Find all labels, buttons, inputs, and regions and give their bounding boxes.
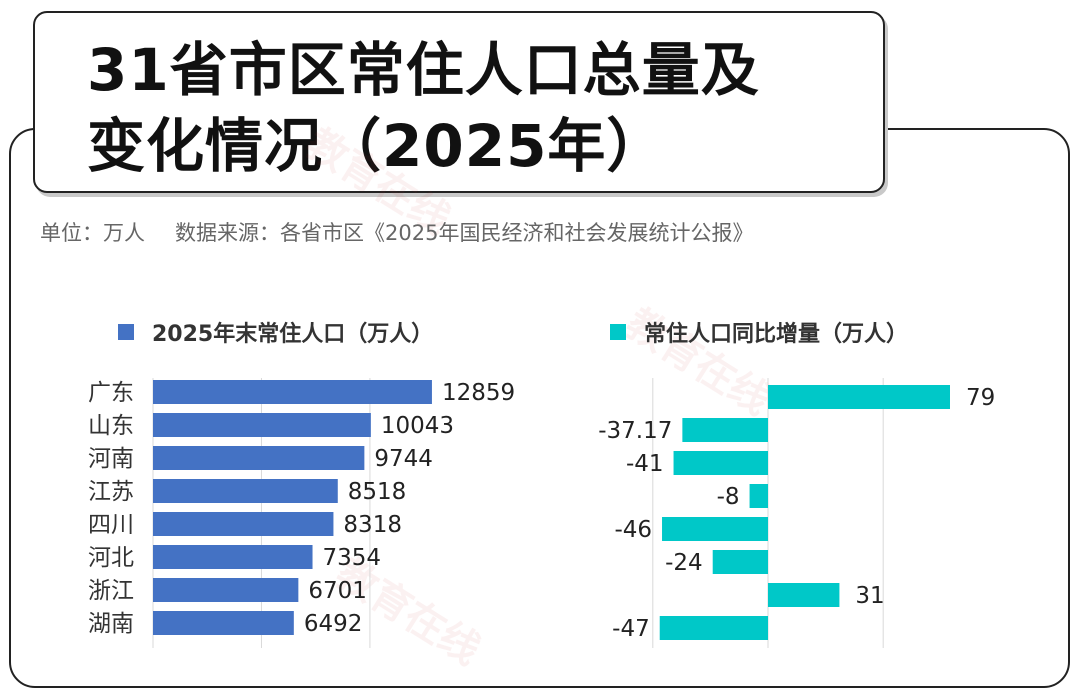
legend-change: 常住人口同比增量（万人）: [610, 316, 908, 348]
bar-charts: 广东 12859 山东 10043 河南 9744 江苏 8518 四川 8318 河北 7354 浙江…: [88, 378, 995, 648]
data-label: 12859: [442, 380, 515, 406]
population-bar: [153, 446, 365, 470]
population-bar: [153, 578, 299, 602]
subtitle: 单位：万人 数据来源：各省市区《2025年国民经济和社会发展统计公报》: [40, 217, 753, 247]
category-label: 湖南: [88, 611, 134, 637]
change-bar: [749, 484, 768, 508]
legend-swatch-change: [610, 324, 626, 340]
source-label: 数据来源：各省市区《2025年国民经济和社会发展统计公报》: [175, 221, 754, 245]
change-bar: [768, 385, 950, 409]
category-label: 江苏: [88, 479, 134, 505]
category-label: 河南: [88, 446, 134, 472]
data-label: 9744: [374, 446, 433, 472]
title-line-1: 31省市区常住人口总量及: [87, 36, 760, 104]
unit-label: 单位：万人: [40, 221, 145, 245]
category-label: 四川: [88, 512, 134, 538]
data-label: 7354: [323, 545, 382, 571]
legend-population: 2025年末常住人口（万人）: [118, 316, 433, 348]
data-label: -47: [612, 616, 650, 642]
data-label: 31: [855, 583, 884, 609]
data-label: -41: [626, 451, 664, 477]
data-label: -8: [717, 484, 740, 510]
change-bar: [712, 550, 768, 574]
population-bar: [153, 380, 432, 404]
population-bar: [153, 611, 294, 635]
data-label: -46: [614, 517, 652, 543]
change-bar: [682, 418, 768, 442]
population-bar: [153, 479, 338, 503]
population-bar: [153, 512, 334, 536]
data-label: 8518: [348, 479, 407, 505]
category-label: 广东: [88, 380, 134, 406]
data-label: -24: [665, 550, 703, 576]
data-label: 10043: [381, 413, 454, 439]
data-label: 6492: [304, 611, 363, 637]
data-label: -37.17: [598, 418, 672, 444]
title-line-2: 变化情况（2025年）: [87, 112, 666, 180]
title-box: 31省市区常住人口总量及 变化情况（2025年）: [33, 11, 885, 193]
data-label: 6701: [308, 578, 367, 604]
legend-label-population: 2025年末常住人口（万人）: [152, 322, 434, 347]
legend-label-change: 常住人口同比增量（万人）: [644, 322, 909, 347]
change-bar: [662, 517, 768, 541]
population-bar: [153, 545, 313, 569]
change-bar: [673, 451, 768, 475]
category-label: 浙江: [88, 578, 134, 604]
change-bar: [768, 583, 840, 607]
data-label: 8318: [343, 512, 402, 538]
category-label: 山东: [88, 413, 134, 439]
change-bar: [659, 616, 768, 640]
category-label: 河北: [88, 545, 134, 571]
data-label: 79: [966, 385, 995, 411]
population-bar: [153, 413, 371, 437]
legend-swatch-population: [118, 324, 134, 340]
